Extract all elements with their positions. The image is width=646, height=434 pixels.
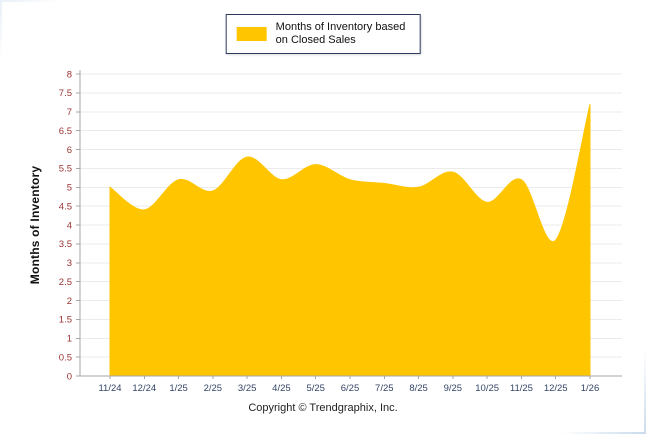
y-tick-label: 4.5: [59, 201, 72, 212]
x-tick-label: 12/25: [544, 383, 568, 394]
x-tick-label: 9/25: [444, 383, 463, 394]
x-tick-label: 11/24: [98, 383, 121, 394]
y-tick-label: 1: [67, 334, 72, 345]
y-tick-label: 6.5: [59, 126, 72, 137]
y-tick-label: 7: [67, 107, 72, 118]
y-tick-label: 7.5: [59, 88, 72, 99]
y-tick-label: 0.5: [59, 352, 72, 363]
x-tick-label: 10/25: [475, 383, 499, 394]
y-tick-label: 0: [67, 371, 72, 382]
x-tick-label: 7/25: [375, 383, 394, 394]
x-tick-label: 5/25: [306, 383, 325, 394]
x-tick-label: 6/25: [341, 383, 360, 394]
legend-label-line1: Months of Inventory based: [275, 21, 406, 33]
y-tick-label: 2.5: [59, 277, 72, 288]
x-tick-label: 11/25: [510, 383, 533, 394]
x-tick-label: 3/25: [238, 383, 257, 394]
y-tick-label: 5: [67, 183, 72, 194]
y-axis-title: Months of Inventory: [28, 165, 42, 285]
y-tick-label: 5.5: [59, 164, 72, 175]
y-tick-label: 8: [67, 69, 72, 80]
legend-swatch-icon: [236, 27, 267, 41]
legend-box: Months of Inventory based on Closed Sale…: [225, 14, 421, 54]
area-series: [109, 104, 591, 377]
x-tick-label: 4/25: [272, 383, 291, 394]
x-tick-label: 1/26: [581, 383, 600, 394]
y-tick-label: 2: [67, 296, 72, 307]
x-tick-label: 1/25: [169, 383, 188, 394]
legend-label-line2: on Closed Sales: [275, 34, 356, 46]
y-tick-label: 6: [67, 145, 72, 156]
y-tick-label: 3: [67, 258, 72, 269]
legend-label: Months of Inventory based on Closed Sale…: [276, 21, 406, 47]
y-tick-label: 4: [67, 220, 72, 231]
copyright-text: Copyright © Trendgraphix, Inc.: [248, 402, 398, 414]
x-tick-label: 8/25: [409, 383, 428, 394]
y-tick-label: 1.5: [59, 315, 72, 326]
x-tick-label: 2/25: [204, 383, 223, 394]
x-tick-label: 12/24: [132, 383, 156, 394]
y-tick-label: 3.5: [59, 239, 72, 250]
